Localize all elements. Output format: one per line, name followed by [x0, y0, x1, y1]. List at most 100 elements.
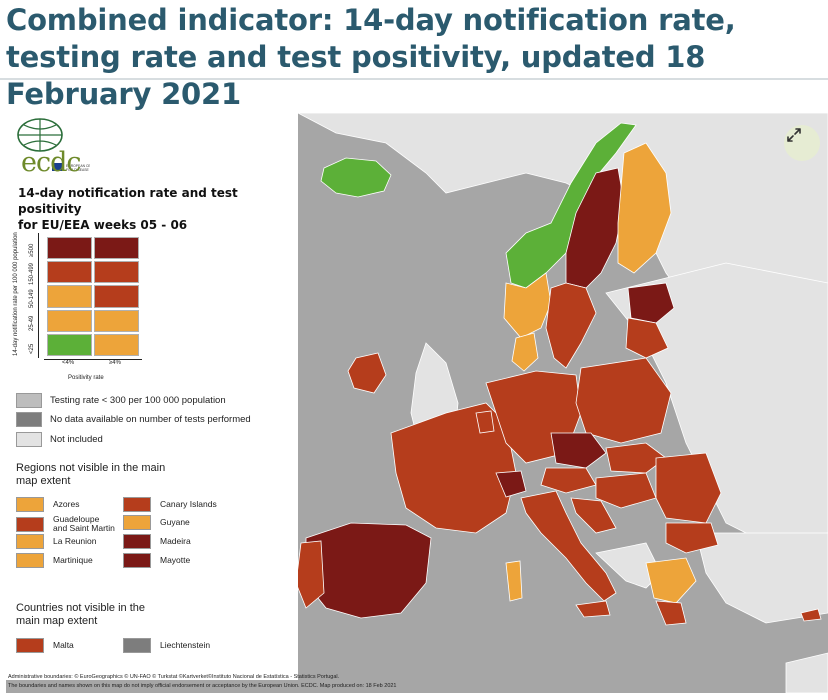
matrix-y-axis [38, 233, 39, 358]
region-label: Guyane [160, 517, 190, 527]
matrix-x-axis [44, 359, 142, 360]
regions-heading: Regions not visible in the main map exte… [16, 462, 166, 487]
matrix-row-label: 150-499 [29, 262, 35, 285]
legend-item-label: No data available on number of tests per… [50, 414, 251, 425]
legend-item-testing-rate: Testing rate < 300 per 100 000 populatio… [16, 393, 226, 408]
matrix-cell [94, 309, 139, 332]
page-title: Combined indicator: 14-day notification … [6, 3, 736, 111]
rate-positivity-matrix [47, 237, 139, 356]
north-africa-land [785, 652, 828, 693]
austria-region [540, 467, 597, 494]
croatia-region [570, 497, 617, 534]
lithuania-region [625, 317, 669, 359]
sardinia-region [505, 560, 523, 602]
region-item: Martinique [16, 553, 93, 568]
region-label: Martinique [53, 555, 93, 565]
europe-map [295, 113, 828, 693]
matrix-cell [47, 237, 92, 260]
expand-arrows-icon [787, 128, 801, 142]
region-item: Canary Islands [123, 497, 217, 512]
ireland-region [347, 352, 387, 394]
finland-region [617, 142, 672, 274]
matrix-cell [94, 261, 139, 284]
sweden-south-region [545, 282, 597, 369]
eastern-europe-land [605, 262, 828, 544]
legend-panel: EUROPEAN CENTRE FOR DISEASE PREVENTION e… [6, 113, 298, 680]
estonia-latvia-region [627, 282, 675, 324]
region-label: La Reunion [53, 536, 97, 546]
legend-item-not-included: Not included [16, 432, 103, 447]
matrix-y-axis-label: 14-day notification rate per 100 000 pop… [13, 232, 19, 356]
matrix-col-label: ≥4% [109, 360, 121, 366]
legend-item-label: Not included [50, 434, 103, 445]
italy-region [520, 490, 617, 602]
country-item: Liechtenstein [123, 638, 210, 653]
benelux-region [475, 410, 495, 434]
matrix-cell [47, 261, 92, 284]
bulgaria-region [665, 522, 719, 554]
greece-north-region [645, 557, 697, 604]
attribution-line2: The boundaries and names shown on this m… [8, 683, 397, 689]
svg-text:FOR DISEASE PREVENTION: FOR DISEASE PREVENTION [66, 168, 90, 172]
legend-swatch [16, 516, 44, 532]
expand-map-button[interactable] [784, 125, 820, 161]
italy-regions [505, 490, 617, 618]
norway-south-region [503, 272, 552, 339]
legend-swatch [123, 515, 151, 530]
legend-swatch [123, 534, 151, 549]
denmark-region [511, 332, 539, 372]
legend-swatch [16, 497, 44, 512]
czechia-region [550, 432, 607, 469]
greece-south-region [655, 600, 687, 626]
matrix-cell [47, 285, 92, 308]
country-label: Malta [53, 640, 74, 650]
region-item: Azores [16, 497, 79, 512]
country-item: Malta [16, 638, 74, 653]
baltic-regions [625, 282, 675, 359]
region-item: Guyane [123, 515, 190, 530]
matrix-x-axis-label: Positivity rate [68, 375, 104, 381]
france-region [390, 402, 517, 534]
legend-title: 14-day notification rate and test positi… [18, 185, 288, 233]
svg-text:EUROPEAN CENTRE: EUROPEAN CENTRE [66, 164, 90, 168]
matrix-row-label: ≥500 [29, 243, 35, 257]
nordic-regions [503, 122, 672, 369]
region-label: Madeira [160, 536, 191, 546]
region-item: Mayotte [123, 553, 190, 568]
legend-swatch [16, 638, 44, 653]
turkey-land [695, 532, 828, 624]
hungary-region [595, 472, 657, 509]
legend-title-line2: for EU/EEA weeks 05 - 06 [18, 218, 188, 232]
legend-swatch [16, 432, 42, 447]
legend-swatch [123, 553, 151, 568]
matrix-cell [94, 285, 139, 308]
matrix-row-label: 50-149 [29, 289, 35, 308]
matrix-row-label: 25-49 [29, 315, 35, 331]
sicily-region [575, 600, 611, 618]
greece-regions [645, 557, 822, 626]
poland-region [575, 357, 672, 444]
continental-regions [390, 357, 722, 554]
matrix-cell [47, 309, 92, 332]
region-label: Mayotte [160, 555, 191, 565]
legend-swatch [16, 412, 42, 427]
legend-swatch [16, 534, 44, 549]
region-label: Canary Islands [160, 499, 217, 509]
iberia-regions [295, 522, 432, 619]
matrix-cell [94, 333, 139, 356]
legend-swatch [16, 553, 44, 568]
legend-swatch [123, 497, 151, 512]
title-divider [0, 78, 828, 80]
legend-title-line1: 14-day notification rate and test positi… [18, 186, 238, 216]
country-label: Liechtenstein [160, 640, 211, 650]
matrix-cell [47, 333, 92, 356]
legend-item-no-data: No data available on number of tests per… [16, 412, 251, 427]
legend-swatch [16, 393, 42, 408]
matrix-cell [94, 237, 139, 260]
spain-region [305, 522, 432, 619]
attribution-line1: Administrative boundaries: © EuroGeograp… [8, 674, 340, 680]
countries-heading: Countries not visible in the main map ex… [16, 602, 146, 627]
region-item: Guadeloupe and Saint Martin [16, 515, 115, 533]
globe-logo-icon: EUROPEAN CENTRE FOR DISEASE PREVENTION [17, 118, 90, 172]
matrix-col-label: <4% [62, 360, 75, 366]
